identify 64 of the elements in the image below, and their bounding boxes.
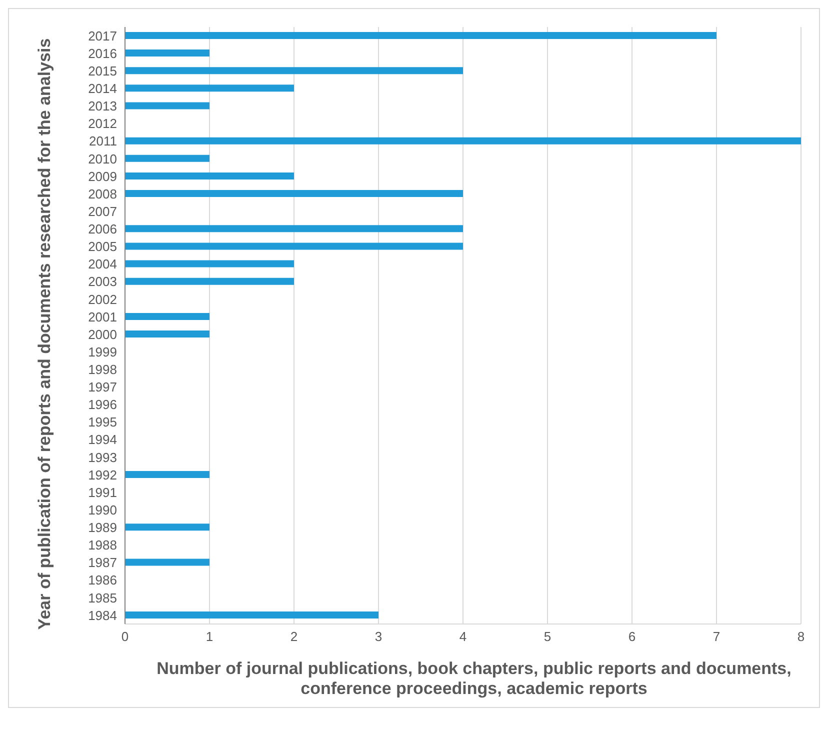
- bar: [125, 558, 210, 566]
- y-tick-label: 2014: [88, 81, 117, 96]
- bar: [125, 102, 210, 110]
- bar: [125, 524, 210, 531]
- x-tick-label: 5: [544, 629, 552, 644]
- y-tick-label: 1984: [88, 608, 117, 623]
- x-tick-label: 0: [121, 629, 129, 644]
- y-tick-label: 2015: [88, 64, 117, 79]
- x-tick-label: 4: [459, 629, 467, 644]
- x-tick-label: 1: [206, 629, 214, 644]
- y-tick-label: 2013: [88, 98, 117, 114]
- x-axis-title: Number of journal publications, book chapters, public reports and documents, conference proceedings, academic reports: [156, 659, 792, 700]
- bar: [125, 278, 294, 285]
- y-tick-label: 2006: [88, 222, 117, 237]
- bar: [125, 67, 463, 74]
- y-tick-label: 1998: [88, 362, 117, 378]
- y-tick-label: 2010: [88, 151, 117, 166]
- y-tick-label: 1993: [88, 450, 117, 465]
- y-tick-label: 2012: [88, 116, 117, 132]
- y-tick-label: 2001: [88, 309, 117, 324]
- y-tick-label: 1992: [88, 467, 117, 482]
- y-tick-label: 2000: [88, 326, 117, 342]
- x-tick-label: 3: [374, 629, 382, 644]
- y-tick-label: 2009: [88, 168, 117, 184]
- bar: [125, 50, 210, 57]
- x-tick-label: 6: [628, 629, 636, 644]
- x-tick-label: 2: [290, 629, 298, 644]
- bar: [125, 190, 463, 198]
- bar: [125, 330, 210, 338]
- bar: [125, 611, 378, 618]
- y-axis-title: Year of publication of reports and documents researched for the analysis: [35, 37, 54, 632]
- y-tick-label: 1994: [88, 432, 117, 448]
- y-tick-label: 1986: [88, 572, 117, 588]
- y-tick-label: 2005: [88, 239, 117, 254]
- y-tick-label: 2004: [88, 256, 117, 272]
- y-tick-label: 1996: [88, 397, 117, 412]
- y-tick-label: 1997: [88, 380, 117, 395]
- y-tick-label: 2016: [88, 46, 117, 61]
- bar: [125, 172, 294, 180]
- x-tick-label: 7: [712, 629, 720, 644]
- y-tick-label: 1988: [88, 538, 117, 553]
- bar: [125, 225, 463, 232]
- y-tick-label: 1989: [88, 520, 117, 536]
- y-tick-label: 1990: [88, 502, 117, 518]
- bar: [125, 84, 294, 92]
- y-tick-label: 1987: [88, 555, 117, 570]
- y-tick-label: 2008: [88, 186, 117, 202]
- bar: [125, 154, 210, 162]
- y-tick-label: 2007: [88, 204, 117, 219]
- bar: [125, 137, 801, 144]
- y-tick-label: 1991: [88, 484, 117, 500]
- y-tick-label: 1985: [88, 590, 117, 606]
- y-tick-label: 1995: [88, 414, 117, 430]
- y-tick-label: 1999: [88, 344, 117, 360]
- bar: [125, 242, 463, 250]
- x-tick-label: 8: [797, 629, 805, 644]
- y-tick-label: 2002: [88, 292, 117, 307]
- bar: [125, 312, 210, 320]
- y-tick-label: 2003: [88, 274, 117, 290]
- y-tick-label: 2017: [88, 28, 117, 44]
- bar: [125, 32, 716, 39]
- bar: [125, 260, 294, 268]
- y-tick-label: 2011: [89, 134, 117, 149]
- bar: [125, 470, 210, 478]
